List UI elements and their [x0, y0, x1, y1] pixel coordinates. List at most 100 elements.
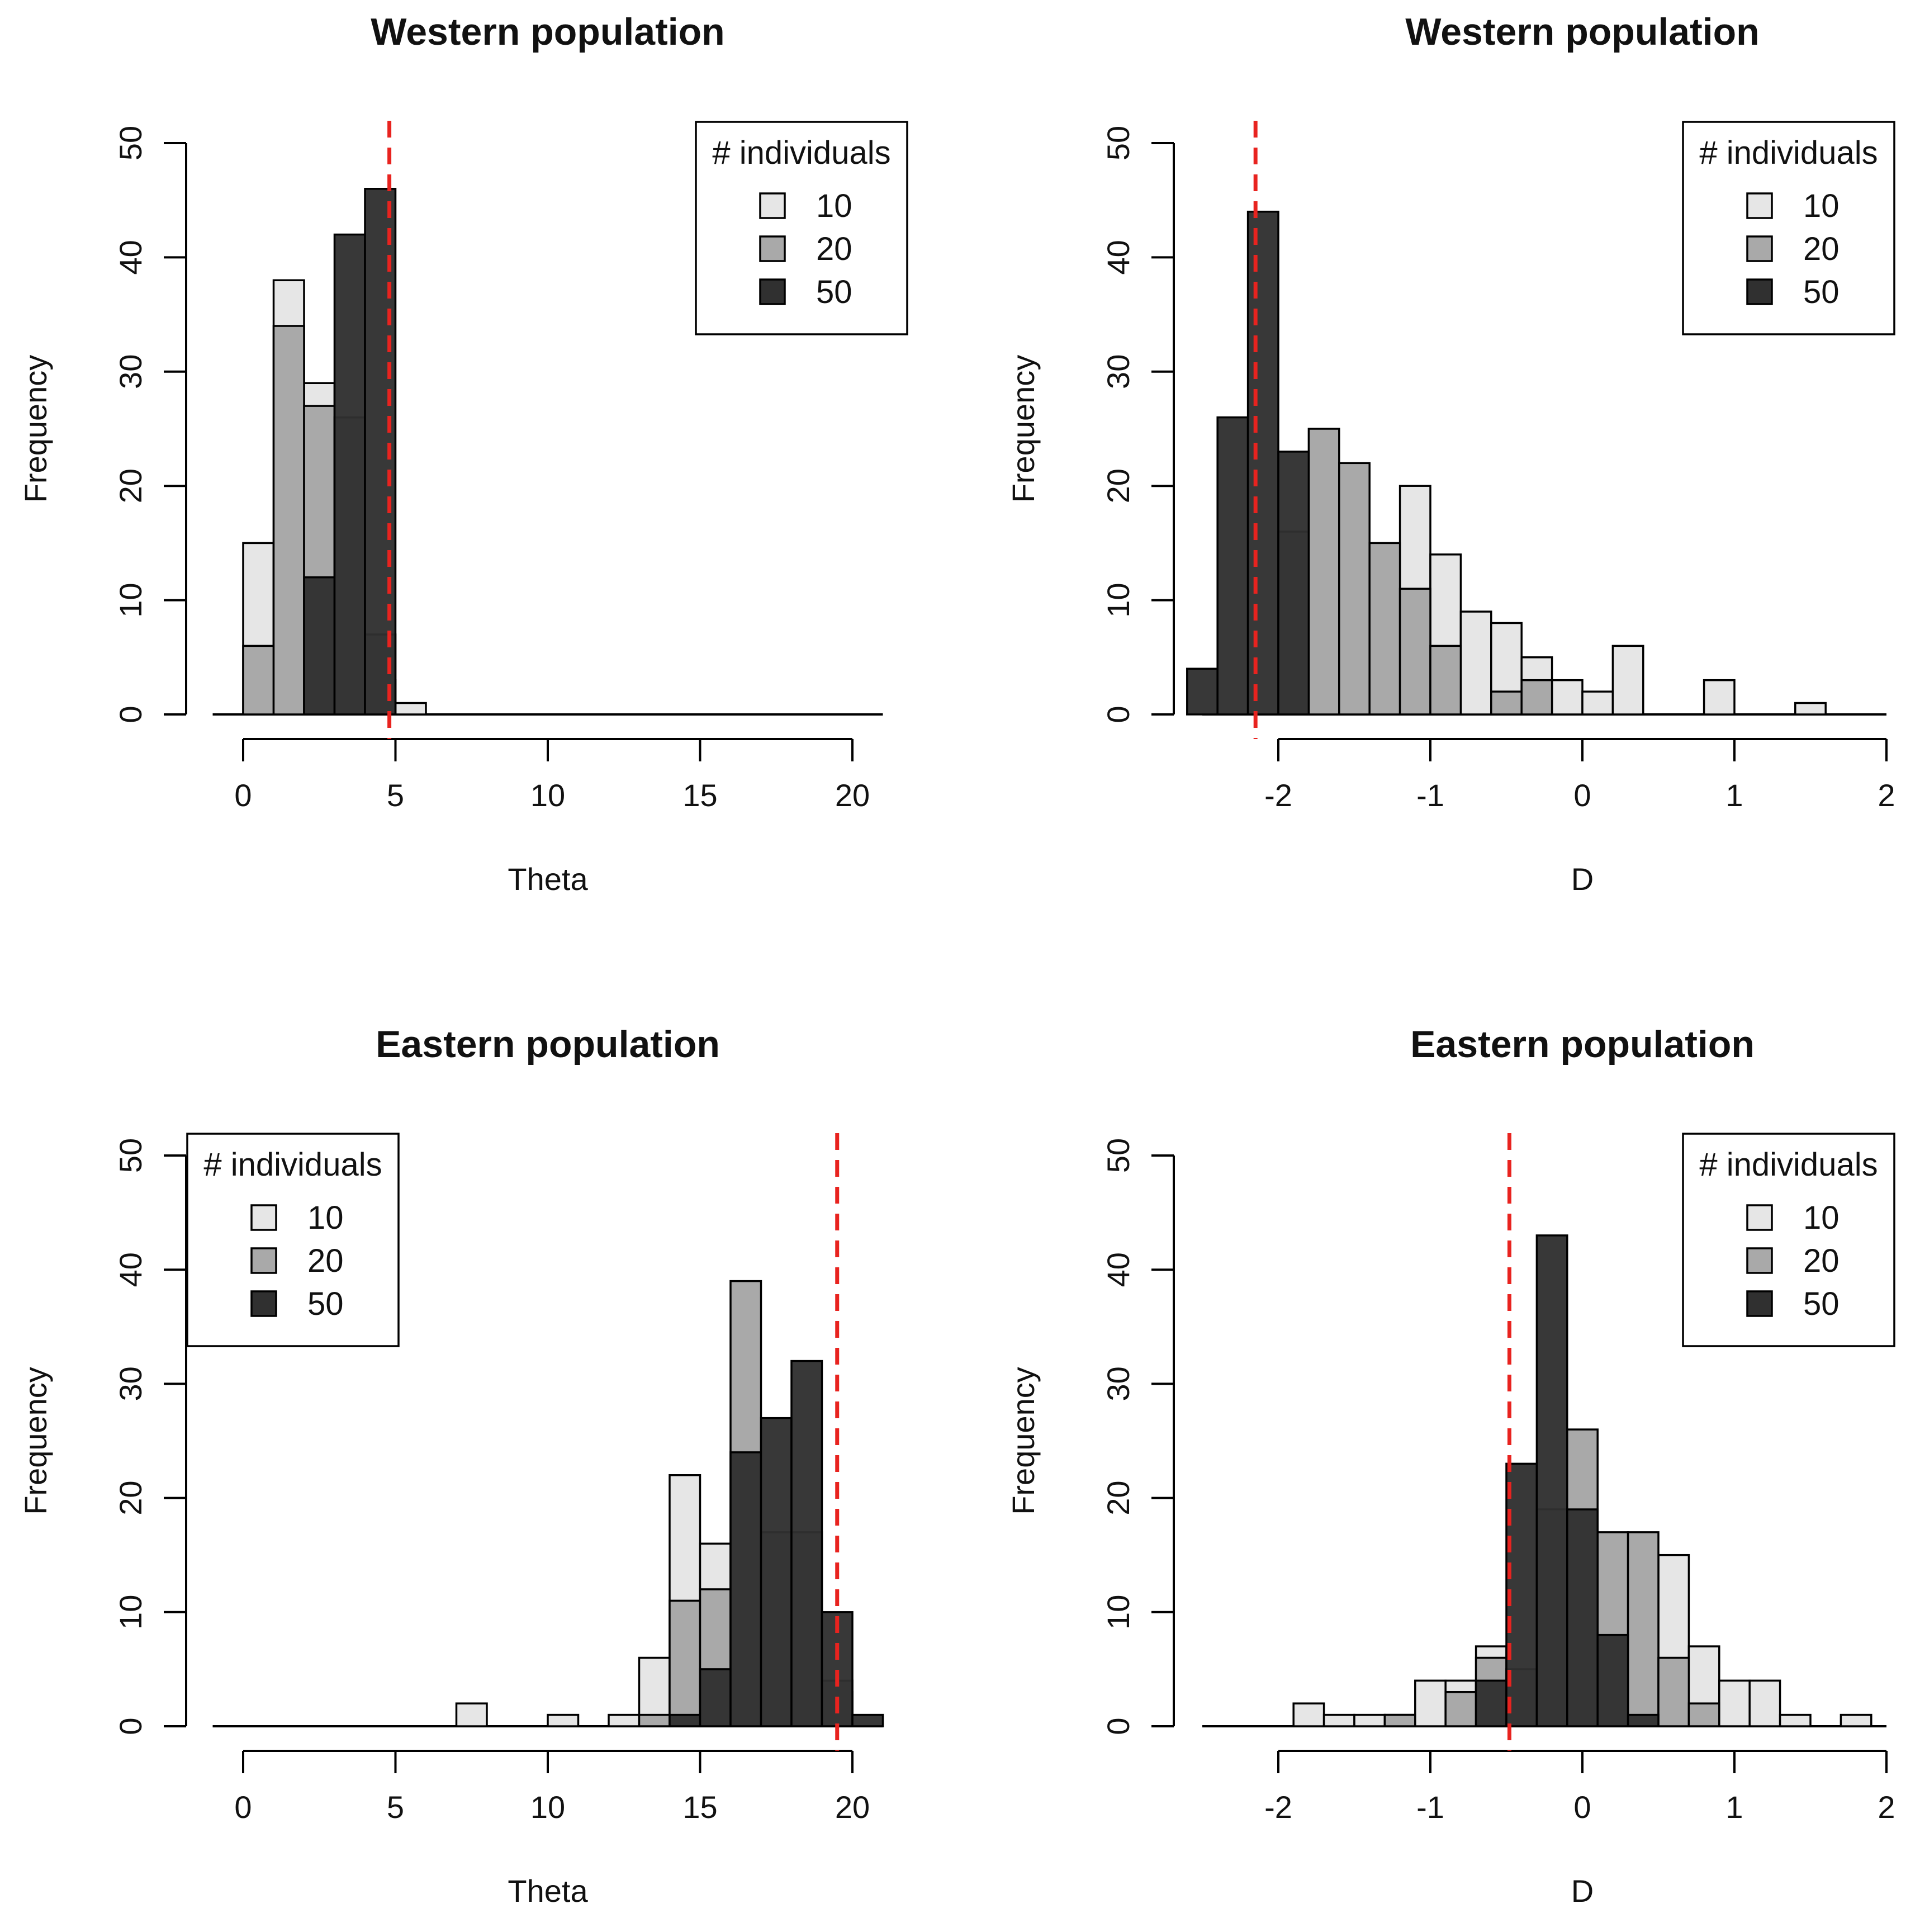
bar-n20: [1444, 1690, 1477, 1727]
bar-n10: [547, 1713, 580, 1727]
chart-panel-2: Western population01020304050Frequency-2…: [1006, 11, 1895, 897]
bar-n50: [1246, 210, 1279, 716]
bar-n10: [1703, 679, 1736, 716]
bar-n20: [1520, 679, 1553, 716]
y-axis-title: Frequency: [1006, 1367, 1041, 1515]
y-tick-label: 20: [1101, 468, 1136, 503]
legend-label: 20: [816, 231, 852, 267]
bar-n50: [1186, 667, 1219, 716]
x-tick-label: 15: [682, 1789, 717, 1825]
bar-n10: [1353, 1713, 1386, 1727]
y-axis-title: Frequency: [1006, 355, 1041, 503]
y-tick-label: 0: [113, 705, 148, 723]
bar-n10: [1779, 1713, 1812, 1727]
x-axis-title: Theta: [508, 1873, 588, 1909]
bar-n10: [608, 1713, 641, 1727]
legend: # individuals 10 20 50: [1682, 121, 1895, 335]
x-tick-label: 20: [835, 1789, 870, 1825]
x-tick-label: 15: [682, 778, 717, 813]
y-tick-label: 0: [113, 1717, 148, 1735]
bar-n10: [1748, 1679, 1781, 1727]
x-tick-label: 2: [1878, 1789, 1895, 1825]
x-tick-label: 0: [1573, 1789, 1591, 1825]
bar-n20: [1338, 462, 1371, 716]
bar-n20: [1627, 1531, 1660, 1727]
y-tick-label: 10: [1101, 1595, 1136, 1630]
y-tick-label: 10: [113, 1595, 148, 1630]
y-tick-label: 30: [1101, 1366, 1136, 1401]
legend-title: # individuals: [203, 1147, 382, 1183]
x-axis-title: Theta: [508, 861, 588, 897]
bar-n10: [1459, 610, 1492, 716]
legend-label: 10: [307, 1200, 344, 1236]
x-tick-label: 10: [530, 1789, 565, 1825]
bar-n50: [760, 1417, 793, 1727]
x-tick-label: 1: [1725, 778, 1743, 813]
chart-title: Western population: [1405, 11, 1759, 53]
chart-panel-3: Eastern population 0 10 20 30 40 50 Frequency 0 5…: [18, 1023, 884, 1909]
bar-n20: [1490, 690, 1523, 716]
x-tick-label: 5: [387, 1789, 404, 1825]
bar-n50: [303, 576, 336, 716]
chart-panel-1: Western population 0 10 20 30 40 50 Frequency 0 5…: [18, 11, 908, 897]
bar-n10: [1292, 1702, 1325, 1727]
legend-swatch: [1746, 1247, 1773, 1274]
legend-label: 10: [1803, 188, 1840, 224]
chart-panel-4: Eastern population01020304050Frequency-2…: [1006, 1023, 1895, 1909]
legend-label: 20: [1803, 231, 1840, 267]
bar-n10: [455, 1702, 488, 1727]
legend-label: 10: [816, 188, 852, 224]
legend: # individuals 10 20 50: [186, 1133, 400, 1347]
y-tick-label: 20: [113, 1480, 148, 1515]
x-tick-label: -1: [1416, 778, 1444, 813]
legend: # individuals 10 20 50: [1682, 1133, 1895, 1347]
legend-box: [1682, 121, 1895, 335]
legend-label: 50: [816, 274, 852, 310]
y-tick-label: 50: [1101, 126, 1136, 160]
y-tick-label: 40: [113, 1252, 148, 1287]
x-axis-title: D: [1571, 1873, 1594, 1909]
y-tick-label: 0: [1101, 705, 1136, 723]
y-tick-label: 40: [113, 240, 148, 274]
y-tick-label: 50: [1101, 1138, 1136, 1173]
bar-n50: [851, 1713, 884, 1727]
y-tick-label: 40: [1101, 1252, 1136, 1287]
legend-box: [186, 1133, 400, 1347]
legend-swatch: [759, 192, 786, 219]
legend-swatch: [250, 1290, 277, 1317]
bar-n10: [1322, 1713, 1355, 1727]
legend-label: 50: [1803, 274, 1840, 310]
bar-n50: [669, 1713, 701, 1727]
y-tick-label: 50: [113, 126, 148, 160]
bar-n50: [1566, 1508, 1599, 1727]
x-axis-title: D: [1571, 861, 1594, 897]
bar-n10: [1581, 690, 1614, 716]
bar-n20: [1657, 1656, 1690, 1727]
y-axis-title: Frequency: [18, 355, 53, 503]
bar-n10: [1718, 1679, 1751, 1727]
legend-swatch: [1746, 1290, 1773, 1317]
legend-title: # individuals: [1699, 135, 1878, 171]
y-tick-label: 10: [113, 583, 148, 617]
legend-swatch: [1746, 1204, 1773, 1231]
legend-box: [695, 121, 908, 335]
bar-n50: [1627, 1713, 1660, 1727]
bar-n50: [1596, 1633, 1629, 1727]
chart-title: Eastern population: [1410, 1023, 1755, 1066]
x-tick-label: 2: [1878, 778, 1895, 813]
x-tick-label: 0: [234, 1789, 252, 1825]
chart-title: Eastern population: [376, 1023, 720, 1066]
y-tick-label: 20: [113, 468, 148, 503]
legend-label: 20: [307, 1243, 344, 1279]
bar-n10: [1840, 1713, 1872, 1727]
bar-n50: [333, 233, 366, 716]
bar-n20: [638, 1713, 671, 1727]
x-tick-label: 20: [835, 778, 870, 813]
bar-n50: [699, 1668, 732, 1727]
bar-n10: [1551, 679, 1584, 716]
legend-box: [1682, 1133, 1895, 1347]
legend-label: 10: [1803, 1200, 1840, 1236]
y-tick-label: 0: [1101, 1717, 1136, 1735]
legend-swatch: [250, 1204, 277, 1231]
